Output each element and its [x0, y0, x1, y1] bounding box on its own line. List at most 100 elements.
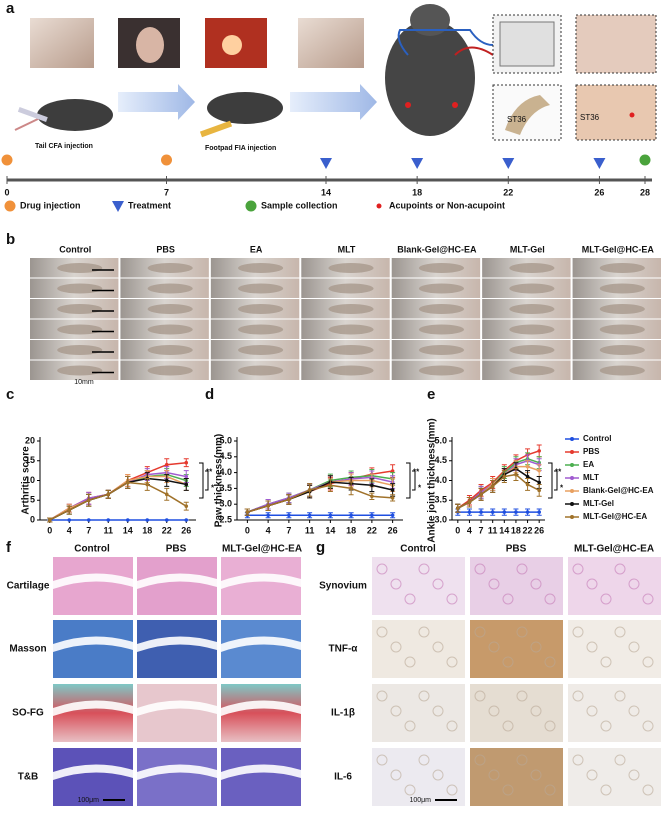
timeline-label: 0 [4, 187, 9, 197]
joint-space [221, 636, 301, 652]
data-point [525, 474, 530, 479]
tissue-detail [642, 720, 654, 732]
legend-symbol [245, 200, 257, 212]
tissue-detail [390, 641, 402, 653]
data-point [245, 510, 250, 514]
tissue-detail [474, 563, 486, 575]
panel-label: g [316, 539, 325, 556]
tissue-detail [488, 769, 500, 781]
paw [328, 365, 374, 376]
legend-label: MLT-Gel [583, 499, 614, 508]
x-tick-label: 7 [479, 525, 484, 535]
joint-space [53, 636, 133, 652]
significance-bracket [406, 462, 416, 499]
data-point [67, 508, 72, 512]
paw [418, 324, 465, 335]
data-point [164, 518, 169, 522]
data-point [106, 492, 111, 497]
histology-image [221, 557, 301, 615]
x-tick-label: 14 [499, 525, 509, 535]
wire [397, 29, 494, 56]
paw [57, 345, 103, 355]
paw [509, 263, 555, 273]
data-point [370, 494, 374, 499]
data-point [456, 506, 460, 510]
paw [509, 365, 555, 376]
data-point [164, 478, 169, 483]
panel-label: e [427, 386, 435, 403]
timeline-marker [320, 158, 332, 169]
histology-image [53, 557, 133, 615]
legend-label: Drug injection [20, 200, 81, 210]
paw [147, 324, 193, 335]
y-tick-label: 20 [25, 435, 35, 445]
data-point [106, 518, 111, 522]
tissue-detail [614, 626, 626, 638]
data-point [479, 492, 483, 497]
paw [147, 365, 193, 376]
x-tick-label: 7 [286, 525, 291, 535]
acupoint [405, 102, 411, 108]
x-tick-label: 7 [86, 525, 91, 535]
tissue-detail [586, 769, 598, 781]
data-point [86, 518, 91, 522]
panel-label: b [6, 231, 15, 248]
legend-marker [570, 450, 574, 454]
data-point [164, 492, 169, 497]
tissue-detail [502, 784, 514, 796]
paw [328, 263, 374, 273]
x-tick-label: 26 [534, 525, 544, 535]
timeline-marker [593, 158, 606, 169]
paw [147, 263, 193, 273]
series-line [49, 475, 187, 521]
data-point [525, 510, 530, 514]
mouse [37, 99, 113, 131]
inset-knee [575, 84, 657, 141]
histology-image [221, 620, 301, 678]
tissue-detail [600, 720, 612, 732]
column-header: Control [74, 544, 110, 555]
tissue-detail [376, 626, 388, 638]
column-header: MLT-Gel@HC-EA [222, 544, 302, 555]
paw [599, 304, 645, 314]
scale-label: 100μm [77, 797, 99, 804]
row-label: Cartilage [7, 581, 50, 592]
histology-image [137, 748, 217, 806]
column-header: MLT [338, 244, 356, 254]
caption: Footpad FIA injection [205, 145, 276, 152]
x-tick-label: 14 [325, 525, 335, 535]
histology-image [372, 684, 465, 742]
tissue-detail [488, 641, 500, 653]
tissue-detail [600, 784, 612, 796]
histology-image [568, 557, 661, 615]
mouse [207, 92, 283, 124]
x-tick-label: 22 [367, 525, 377, 535]
paw [509, 283, 555, 294]
data-point [86, 498, 91, 503]
row-label: IL-6 [334, 772, 352, 783]
column-header: Blank-Gel@HC-EA [397, 244, 477, 254]
tissue-detail [642, 593, 654, 605]
histology-image [137, 620, 217, 678]
series-line [49, 481, 187, 521]
paw [328, 324, 374, 335]
legend-label: MLT [583, 473, 599, 482]
y-tick-label: 5 [30, 495, 35, 505]
y-tick-label: 10 [25, 475, 35, 485]
panel-label: a [6, 0, 15, 17]
x-tick-label: 0 [47, 525, 52, 535]
histology-image [470, 748, 563, 806]
data-point [490, 484, 495, 489]
column-header: PBS [166, 544, 187, 555]
data-point [537, 449, 541, 453]
legend-marker [570, 489, 574, 493]
legend-symbol [376, 203, 382, 209]
histology-image [53, 620, 133, 678]
tissue-detail [572, 563, 584, 575]
tissue-detail [544, 720, 556, 732]
data-point [467, 500, 472, 505]
series-line [457, 450, 540, 509]
tissue-detail [418, 690, 430, 702]
tissue-detail [446, 656, 458, 668]
